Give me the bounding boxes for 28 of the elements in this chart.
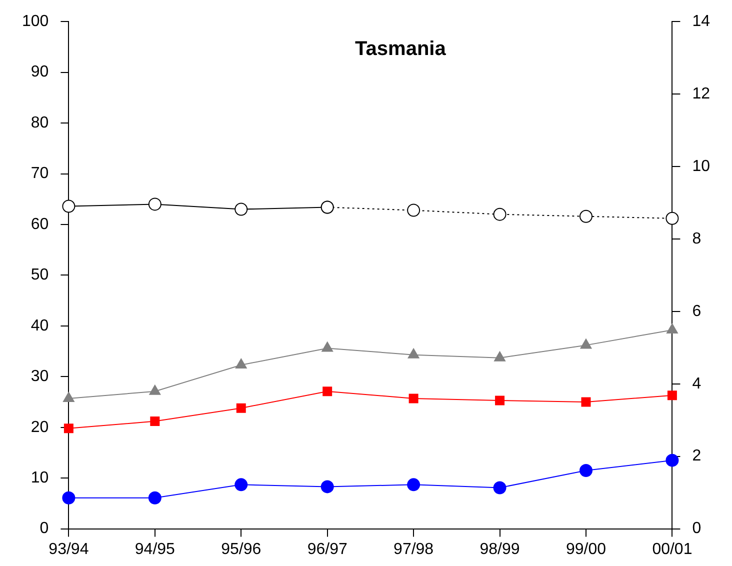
y-tick-label: 70 — [30, 165, 49, 182]
x-tick-label: 99/00 — [566, 540, 606, 558]
y2-tick-label: 4 — [692, 375, 702, 392]
x-tick-label: 93/94 — [48, 540, 89, 558]
y-tick-label: 20 — [30, 418, 49, 436]
y2-tick-label: 12 — [692, 85, 710, 102]
y-tick-label: 30 — [30, 368, 49, 386]
y2-tick-label: 0 — [692, 520, 702, 538]
x-tick-label: 97/98 — [394, 540, 434, 558]
y2-tick-label: 2 — [692, 448, 702, 465]
y-tick-label: 90 — [30, 64, 49, 81]
text: Tasmania — [355, 38, 447, 60]
y-tick-label: 40 — [30, 317, 49, 334]
x-tick-label: 94/95 — [134, 540, 176, 558]
y-tick-label: 10 — [30, 469, 49, 486]
y-tick-label: 60 — [30, 216, 49, 233]
y2-tick-label: 6 — [692, 302, 702, 320]
x-tick-label: 96/97 — [307, 540, 348, 558]
y-tick-label: 0 — [40, 520, 49, 538]
y2-tick-label: 8 — [692, 230, 702, 248]
x-tick-label: 98/99 — [480, 540, 520, 558]
y2-tick-label: 10 — [692, 158, 710, 175]
y-tick-label: 100 — [22, 13, 49, 30]
y-tick-label: 80 — [30, 114, 49, 132]
x-tick-label: 00/01 — [652, 540, 692, 558]
y-tick-label: 50 — [30, 266, 49, 284]
y2-tick-label: 14 — [692, 13, 710, 30]
x-tick-label: 95/96 — [221, 540, 262, 558]
